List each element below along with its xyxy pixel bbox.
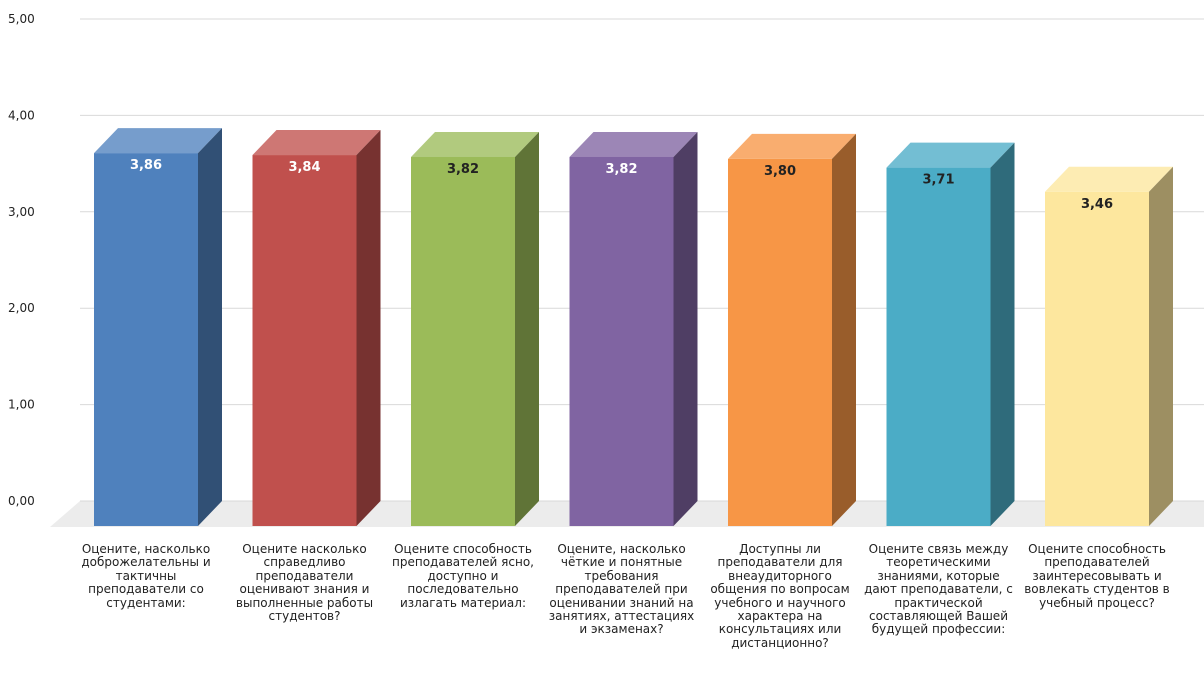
- data-label: 3,82: [447, 162, 479, 177]
- x-tick-label: Оцените насколько справедливо преподават…: [235, 542, 374, 624]
- bar-side: [356, 130, 381, 526]
- data-label: 3,71: [922, 173, 954, 188]
- y-tick-label: 3,00: [8, 205, 35, 219]
- bar-side: [673, 131, 698, 526]
- y-tick-label: 2,00: [8, 301, 35, 315]
- data-label: 3,46: [1081, 197, 1113, 212]
- bar-side: [1149, 166, 1173, 526]
- bar-top: [1045, 166, 1173, 192]
- data-label: 3,80: [764, 164, 796, 179]
- data-label: 3,84: [288, 160, 320, 175]
- x-tick-label: Оцените, насколько доброжелательны и так…: [81, 542, 211, 610]
- bar: [569, 156, 674, 526]
- y-tick-label: 4,00: [8, 108, 35, 122]
- bar-top: [728, 133, 856, 159]
- bar-side: [832, 133, 856, 527]
- x-tick-label: Оцените способность преподавателей заинт…: [1024, 542, 1170, 610]
- data-label: 3,86: [130, 158, 162, 173]
- data-label: 3,82: [605, 162, 637, 177]
- bar: [411, 156, 515, 526]
- bar-top: [411, 131, 539, 157]
- bar: [94, 153, 198, 526]
- bar-top: [94, 128, 222, 154]
- bar-top: [886, 142, 1015, 168]
- bar: [252, 155, 357, 526]
- bar-side: [515, 131, 539, 526]
- y-tick-label: 1,00: [8, 398, 35, 412]
- bar-top: [569, 131, 698, 157]
- bar: [1045, 191, 1149, 526]
- bar-top: [252, 130, 381, 156]
- x-tick-label: Доступны ли преподаватели для внеаудитор…: [710, 542, 850, 650]
- x-tick-label: Оцените способность преподавателей ясно,…: [392, 542, 534, 610]
- y-tick-label: 5,00: [8, 12, 35, 26]
- bar-side: [198, 128, 222, 526]
- x-tick-label: Оцените, насколько чёткие и понятные тре…: [548, 542, 695, 637]
- x-tick-label: Оцените связь между теоретическими знани…: [864, 542, 1013, 637]
- y-tick-label: 0,00: [8, 494, 35, 508]
- bar: [728, 158, 832, 527]
- bar: [886, 167, 991, 526]
- bar-side: [990, 142, 1015, 526]
